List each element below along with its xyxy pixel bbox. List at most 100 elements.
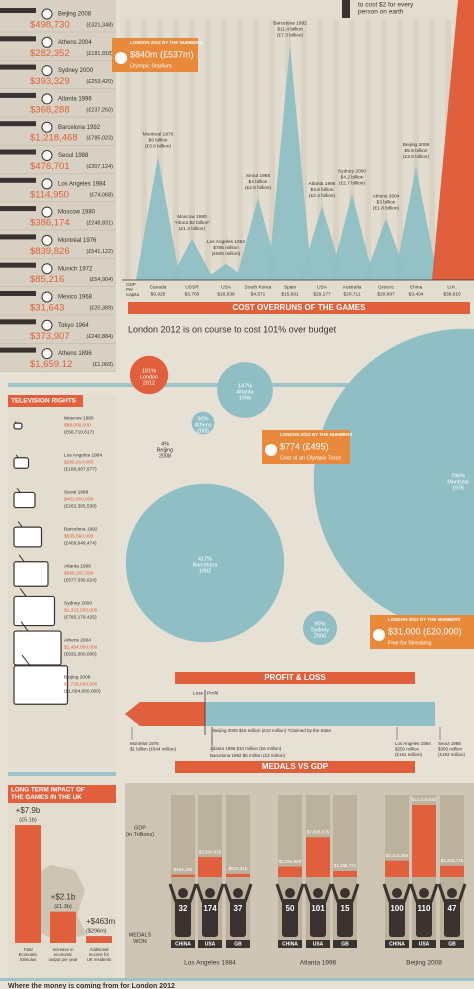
label: $4.2 billion: [341, 175, 364, 181]
label: Beijing 2008 $16 million (£10 million) *…: [213, 728, 332, 733]
banner: [128, 302, 470, 314]
banner-title: MEDALS VS GDP: [262, 762, 329, 771]
athlete-arm: [402, 883, 412, 903]
label: CHINA: [282, 941, 298, 947]
label: (£56,710,617): [64, 429, 94, 435]
label: 2005: [197, 428, 209, 434]
label: (£1.3 billion): [179, 226, 206, 232]
label: London: [140, 374, 158, 380]
bubble-value: 147%: [238, 383, 252, 389]
label: (£7.3 billion): [277, 32, 304, 38]
tv-antenna: [14, 421, 17, 424]
label: London 2012 is on course to cost 101% ov…: [128, 324, 337, 334]
country-tag: [385, 940, 409, 948]
label: Munich 1972: [58, 266, 93, 272]
label: (£577,530,924): [64, 577, 97, 583]
cost-peak: [204, 263, 248, 280]
label: (£181,918): [86, 51, 113, 57]
label: 2012: [143, 380, 155, 386]
label: $250 million: [395, 747, 420, 752]
label: (£505 million): [212, 251, 241, 257]
banner-title: COST OVERRUNS OF THE GAMES: [233, 303, 367, 312]
label: Sydney 2000: [58, 68, 94, 74]
label: $6,925: [151, 291, 166, 297]
label: 2000: [314, 633, 326, 639]
country-tag: [440, 940, 464, 948]
label: Beijing: [157, 447, 174, 453]
label: $15,661: [281, 291, 299, 297]
label: Atlanta 1996: [309, 181, 336, 187]
label: GB: [234, 941, 242, 947]
label: Los Angeles 1984: [184, 960, 236, 967]
row-strip: [0, 262, 36, 268]
runner-icon: [41, 234, 53, 246]
athlete-head: [205, 888, 215, 898]
callout-box: [370, 615, 474, 649]
label: Spain: [284, 284, 297, 290]
impact-bar: [86, 936, 112, 943]
label: LONDON 2012 BY THE NUMBERS: [280, 432, 352, 437]
runner-icon: [41, 291, 53, 303]
athlete-arm: [168, 883, 178, 903]
cost-peak: [300, 205, 344, 280]
label: $3.6 billion: [311, 187, 334, 193]
athlete-head: [392, 888, 402, 898]
runner-icon: [41, 65, 53, 77]
medal-count: 101: [311, 904, 325, 913]
tv-antenna: [19, 588, 27, 597]
tv-icon: [13, 630, 62, 666]
overrun-bubble: [302, 610, 338, 646]
label: Barcelona 1992: [273, 20, 307, 26]
label: $2,203,715: [441, 858, 464, 863]
athlete-arm: [382, 883, 392, 903]
athlete-arm: [409, 883, 419, 903]
label: U.K.: [447, 284, 456, 290]
label: THE GAMES IN THE UK: [11, 794, 82, 801]
banner: [175, 672, 415, 684]
tv-antenna: [21, 654, 31, 667]
label: $1,494,000,000: [64, 644, 98, 650]
impact-bar: [15, 825, 41, 943]
label: Athens: [194, 422, 211, 428]
label: $85,216: [30, 274, 64, 285]
row-strip: [0, 8, 36, 13]
label: $393,329: [30, 76, 70, 87]
label: Beijing 2008: [64, 674, 91, 680]
label: $6 billion: [149, 138, 168, 144]
label: Loss: [193, 690, 204, 696]
label: LONDON 2012 BY THE NUMBERS: [130, 40, 202, 45]
overrun-bubble: [163, 450, 167, 454]
label: (£1,094,000,000): [64, 688, 101, 694]
label: $4 billion: [249, 179, 268, 185]
label: Atlanta 1996: [300, 960, 337, 967]
athlete-body: [337, 899, 353, 937]
label: (£780,179,425): [64, 614, 97, 620]
label: USA: [419, 941, 430, 947]
label: Olympic Stadium: [130, 63, 172, 69]
label: Moscow 1980: [64, 415, 94, 421]
callout-icon: [115, 52, 127, 64]
label: (£1.3b): [54, 904, 72, 910]
label: MEDALS: [129, 932, 152, 938]
row-strip: [0, 347, 36, 353]
label: $88,000,000: [64, 422, 91, 428]
row-strip: [0, 291, 36, 296]
label: $1,186,721: [334, 863, 357, 868]
country-tag: [306, 940, 330, 948]
label: $20,997: [377, 291, 395, 297]
gdp-bar: [385, 860, 409, 877]
medal-count: 174: [203, 904, 217, 913]
label: Athens 2004: [64, 637, 91, 643]
tv-icon: [13, 422, 23, 430]
athlete-head: [285, 888, 295, 898]
label: (£2.7 billion): [339, 181, 366, 187]
tv-antenna: [17, 521, 23, 528]
athlete-arm: [457, 883, 467, 903]
athlete-head: [447, 888, 457, 898]
label: (in Trillions): [126, 832, 154, 838]
label: $786 million: [213, 245, 239, 251]
label: $31,643: [30, 303, 64, 314]
gdp-bar: [198, 857, 222, 877]
athlete-body: [310, 899, 326, 937]
tv-icon: [13, 526, 43, 548]
